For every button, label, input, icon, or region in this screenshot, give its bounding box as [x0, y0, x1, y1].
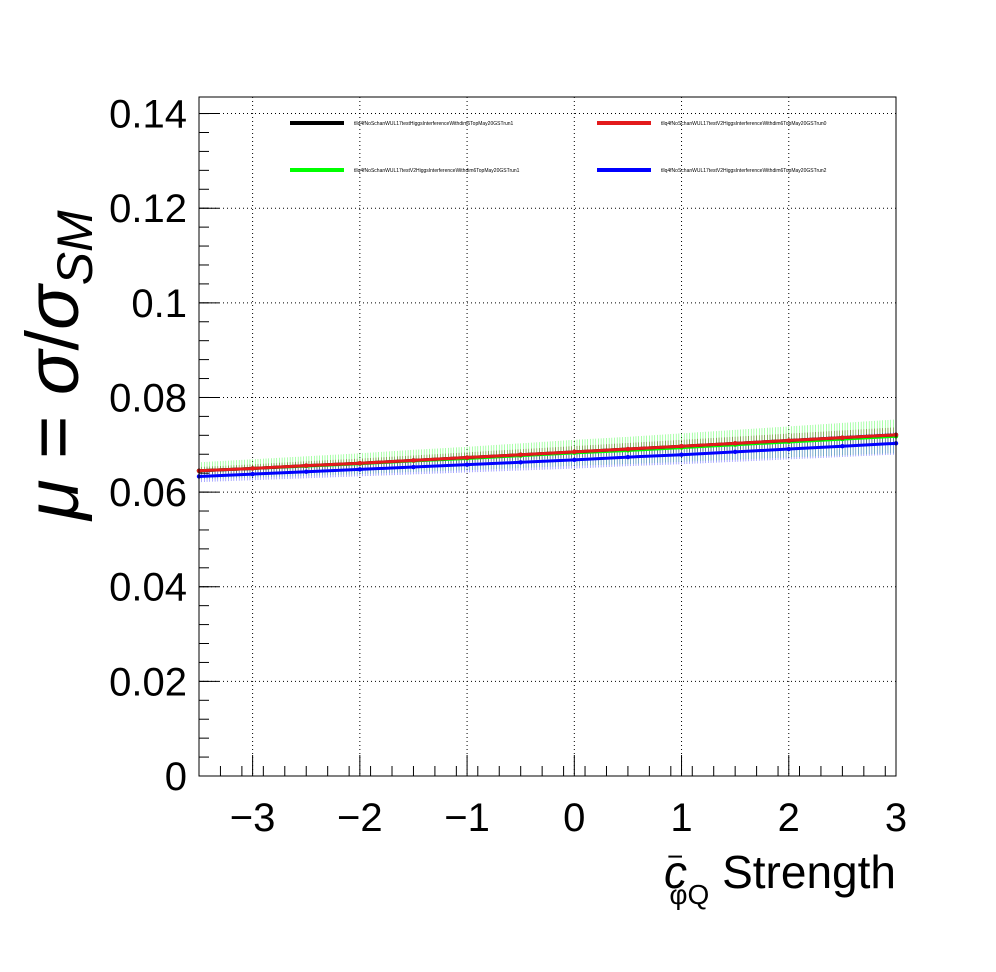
series-point: [250, 466, 255, 471]
x-tick-label: 1: [670, 796, 692, 840]
series-point: [840, 435, 845, 440]
series-point: [572, 449, 577, 455]
y-label-eq: =: [11, 395, 94, 479]
series-point: [411, 458, 416, 463]
series-point: [464, 462, 470, 467]
series-lines: [196, 432, 899, 479]
x-tick-label: 3: [885, 796, 907, 840]
legend-label: tllq4fNoSchanWUL17testV2HiggsInterferenc…: [661, 168, 827, 174]
series-point: [679, 452, 684, 457]
series-point: [357, 461, 363, 466]
y-tick-label: 0.14: [109, 93, 187, 137]
y-label-mu: μ: [11, 479, 94, 522]
series-point: [625, 454, 631, 460]
series-point: [679, 444, 684, 449]
x-label-c: c: [664, 846, 687, 898]
plot-frame: [198, 96, 897, 777]
y-label-slash: /: [11, 329, 94, 350]
series-point: [786, 446, 791, 452]
axis-ticks: [198, 113, 897, 777]
x-tick-label: −3: [230, 796, 276, 840]
series-point: [304, 463, 309, 468]
legend-label: tllq4fNoSchanWUL17testV2HiggsInterferenc…: [661, 121, 827, 127]
series-point: [786, 438, 791, 443]
y-tick-label: 0.02: [109, 660, 187, 704]
x-axis-label: c− φQ Strength: [664, 841, 896, 910]
series-line: [198, 433, 897, 473]
x-label-subscript: φQ: [669, 879, 709, 910]
x-tick-label: −1: [444, 796, 490, 840]
series-point: [732, 449, 738, 455]
series-point: [464, 455, 470, 460]
y-tick-label: 0.04: [109, 566, 187, 610]
series-point: [518, 452, 523, 457]
series-point: [572, 457, 577, 463]
series-point: [250, 471, 255, 477]
y-axis-label: μ = σ/σSM: [11, 210, 103, 522]
grid: [199, 97, 896, 776]
x-tick-label: 2: [778, 796, 800, 840]
series-point: [518, 460, 523, 465]
series-point: [304, 469, 309, 474]
series-point: [411, 464, 416, 470]
series-point: [357, 467, 363, 472]
series-point: [625, 446, 631, 452]
y-label-subscript: SM: [47, 210, 103, 285]
y-label-sigma: σ: [11, 348, 94, 395]
y-tick-label: 0.08: [109, 376, 187, 420]
legend-label: tllq4fNoSchanWUL17testHiggsInterferenceW…: [354, 121, 514, 127]
x-tick-label: −2: [337, 796, 383, 840]
x-label-rest: Strength: [709, 846, 896, 898]
legend-label: tllq4fNoSchanWUL17testV2HiggsInterferenc…: [354, 168, 520, 174]
y-tick-label: 0.06: [109, 471, 187, 515]
y-tick-label: 0.12: [109, 187, 187, 231]
legend: tllq4fNoSchanWUL17testHiggsInterferenceW…: [290, 121, 827, 174]
x-label-superscript: −: [667, 841, 683, 872]
series-line: [198, 441, 897, 478]
x-tick-label: 0: [563, 796, 585, 840]
y-tick-label: 0.1: [131, 282, 187, 326]
series-point: [732, 441, 738, 446]
series-point: [840, 444, 845, 449]
tick-labels: −3 −2 −1 0 1 2 3 0 0.02 0.04 0.06 0.08 0.1 0.12 0.14: [109, 93, 907, 840]
y-tick-label: 0: [165, 755, 187, 799]
error-bands: [198, 419, 897, 483]
y-label-sigma-sm: σ: [11, 283, 94, 330]
